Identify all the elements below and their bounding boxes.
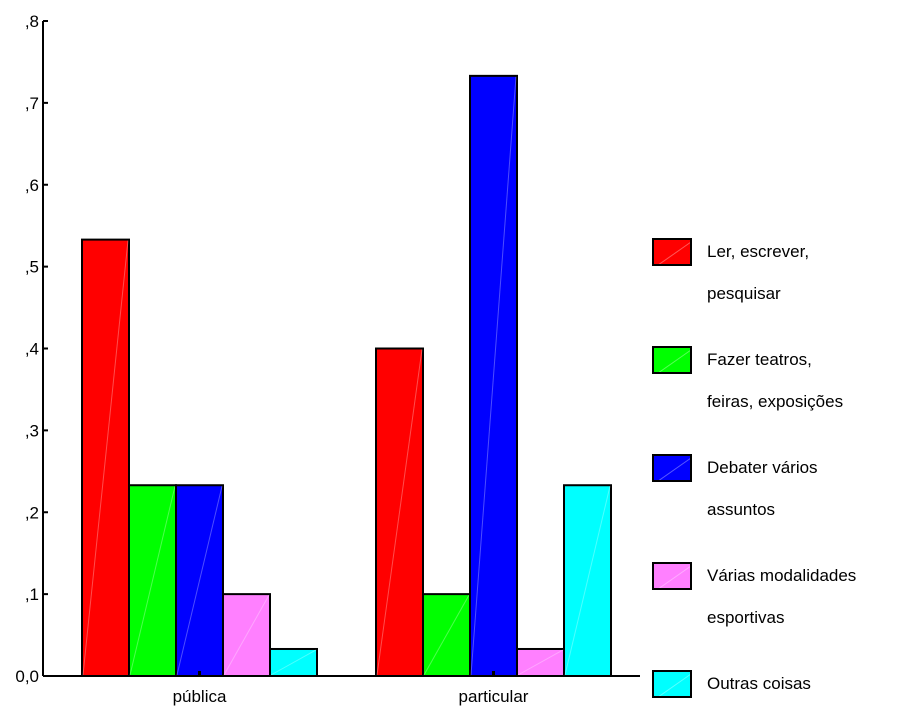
- legend-label-line: feiras, exposições: [707, 392, 844, 411]
- legend-label: Fazer teatros, feiras, exposições: [707, 339, 897, 423]
- bar-texture-line: [470, 76, 517, 676]
- bar-texture-line: [423, 594, 470, 676]
- legend-item-4: Várias modalidades esportivas: [652, 562, 897, 670]
- legend-label: Ler, escrever, pesquisar: [707, 231, 897, 315]
- axes-group: 0,0 ,1 ,2 ,3 ,4 ,5 ,6 ,7 ,8 pública particular: [15, 12, 640, 706]
- bar-texture-line: [176, 486, 223, 676]
- bar-texture-line: [223, 594, 270, 676]
- bar-texture-line: [376, 349, 423, 676]
- y-tick-label: ,1: [25, 585, 39, 604]
- legend-swatch: [652, 346, 692, 374]
- legend-label-line: Debater vários: [707, 458, 818, 477]
- legend-label-line: Fazer teatros,: [707, 350, 812, 369]
- legend-label-line: esportivas: [707, 608, 785, 627]
- bar-particular-series-2: [422, 593, 471, 677]
- bar-publica-series-1: [81, 238, 130, 677]
- legend-label: Várias modalidades esportivas: [707, 555, 897, 639]
- x-tick-label-particular: particular: [459, 687, 529, 706]
- legend-label-line: Várias modalidades: [707, 566, 857, 585]
- bar-publica-series-2: [128, 484, 177, 678]
- y-tick-label: ,3: [25, 421, 39, 440]
- legend-label-line: Ler, escrever,: [707, 242, 810, 261]
- y-tick-label: ,6: [25, 176, 39, 195]
- y-tick-label: ,5: [25, 258, 39, 277]
- y-tick-label: 0,0: [15, 667, 39, 686]
- bar-particular-series-3: [469, 74, 518, 677]
- bar-publica-series-5: [269, 647, 318, 678]
- legend-swatch: [652, 238, 692, 266]
- legend-item-2: Fazer teatros, feiras, exposições: [652, 346, 897, 454]
- legend-swatch: [652, 454, 692, 482]
- y-tick-label: ,2: [25, 503, 39, 522]
- legend-label-line: Outras coisas: [707, 674, 811, 693]
- bar-texture-line: [82, 240, 129, 676]
- bar-texture-line: [270, 649, 317, 676]
- legend-swatch: [652, 562, 692, 590]
- legend-label-line: assuntos: [707, 500, 776, 519]
- y-tick-label: ,8: [25, 12, 39, 31]
- y-tick-label: ,7: [25, 94, 39, 113]
- legend-swatch: [652, 670, 692, 698]
- bar-texture-line: [129, 486, 176, 676]
- legend-label: Debater vários assuntos: [707, 447, 897, 531]
- legend-label-line: pesquisar: [707, 284, 781, 303]
- legend-item-5: Outras coisas: [652, 670, 897, 710]
- legend: Ler, escrever, pesquisar Fazer teatros, fei…: [652, 238, 897, 710]
- bars-group: [81, 74, 612, 678]
- bar-texture-line: [564, 486, 611, 676]
- bar-texture-line: [517, 649, 564, 676]
- legend-item-3: Debater vários assuntos: [652, 454, 897, 562]
- legend-label: Outras coisas: [707, 663, 897, 705]
- bar-publica-series-3: [175, 484, 224, 678]
- x-tick-label-publica: pública: [173, 687, 227, 706]
- legend-item-1: Ler, escrever, pesquisar: [652, 238, 897, 346]
- y-tick-label: ,4: [25, 340, 39, 359]
- bar-particular-series-1: [375, 347, 424, 677]
